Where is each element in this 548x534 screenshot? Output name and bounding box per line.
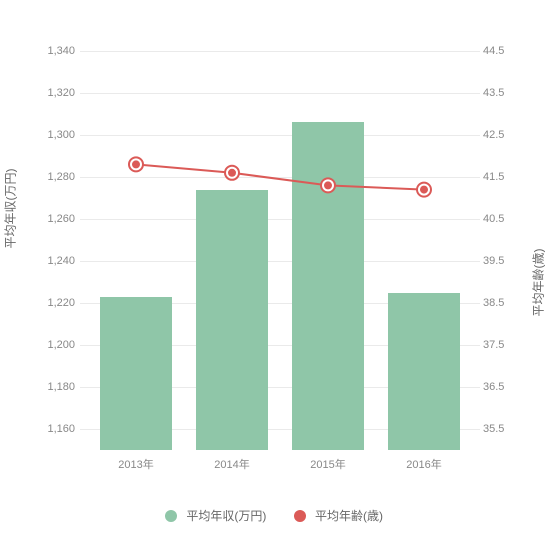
y-left-tick: 1,180 [47,381,75,393]
y-left-tick: 1,160 [47,423,75,435]
bars [80,30,480,450]
y-right-tick: 43.5 [483,87,504,99]
chart-container: 平均年収(万円) 平均年齢(歳) 1,160 1,180 1,200 1,220 1,2… [0,0,548,534]
y-right-tick: 35.5 [483,423,504,435]
bar [196,190,268,450]
y-right-tick: 42.5 [483,129,504,141]
y-left-tick: 1,340 [47,45,75,57]
legend-dot-line [294,510,306,522]
legend-dot-bars [165,510,177,522]
x-tick: 2016年 [406,456,441,472]
y-right-tick: 38.5 [483,297,504,309]
y-left-tick: 1,300 [47,129,75,141]
y-left-axis-label: 平均年収(万円) [2,169,19,249]
y-left-tick: 1,220 [47,297,75,309]
y-left-tick: 1,280 [47,171,75,183]
y-right-tick: 37.5 [483,339,504,351]
bar [292,122,364,450]
y-right-axis-label: 平均年齢(歳) [530,249,547,317]
y-right-ticks: 35.5 36.5 37.5 38.5 39.5 40.5 41.5 42.5 43.5 44.5 [483,30,523,450]
legend-item-line: 平均年齢(歳) [294,507,383,524]
legend-label-line: 平均年齢(歳) [315,509,383,523]
y-left-tick: 1,320 [47,87,75,99]
y-left-ticks: 1,160 1,180 1,200 1,220 1,240 1,260 1,280 1,300… [35,30,75,450]
y-right-tick: 36.5 [483,381,504,393]
x-tick: 2013年 [118,456,153,472]
legend: 平均年収(万円) 平均年齢(歳) [0,507,548,524]
y-left-tick: 1,260 [47,213,75,225]
x-tick: 2015年 [310,456,345,472]
legend-item-bars: 平均年収(万円) [165,507,266,524]
plot-area [80,30,480,450]
x-axis: 2013年 2014年 2015年 2016年 [80,450,480,480]
y-right-tick: 44.5 [483,45,504,57]
x-tick: 2014年 [214,456,249,472]
y-left-tick: 1,240 [47,255,75,267]
legend-label-bars: 平均年収(万円) [186,509,266,523]
bar [100,297,172,450]
bar [388,293,460,451]
y-left-tick: 1,200 [47,339,75,351]
y-right-tick: 39.5 [483,255,504,267]
y-right-tick: 40.5 [483,213,504,225]
y-right-tick: 41.5 [483,171,504,183]
